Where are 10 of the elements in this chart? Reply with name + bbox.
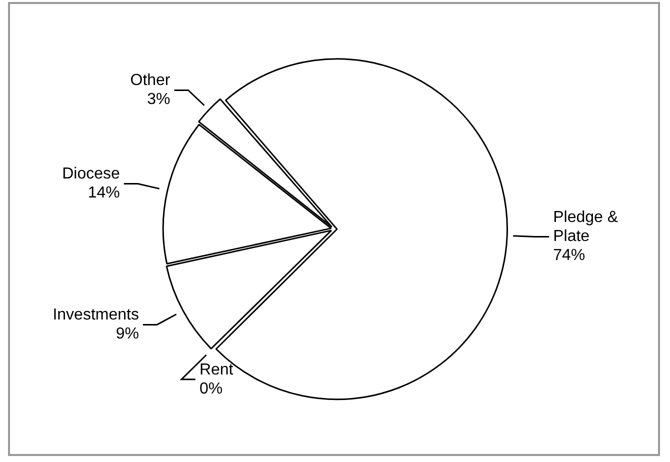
data-label: 74% <box>553 247 586 264</box>
slice-label: Diocese <box>62 166 120 183</box>
data-label: 3% <box>147 91 170 108</box>
data-label: 9% <box>116 326 139 343</box>
category-label: Rent <box>199 361 234 378</box>
text: 0% <box>199 380 223 398</box>
slice-label: Pledge & Plate <box>553 209 618 246</box>
data-label: 14% <box>88 184 120 202</box>
slice-label: Investments <box>52 306 139 324</box>
slice-label: Other <box>130 72 171 90</box>
